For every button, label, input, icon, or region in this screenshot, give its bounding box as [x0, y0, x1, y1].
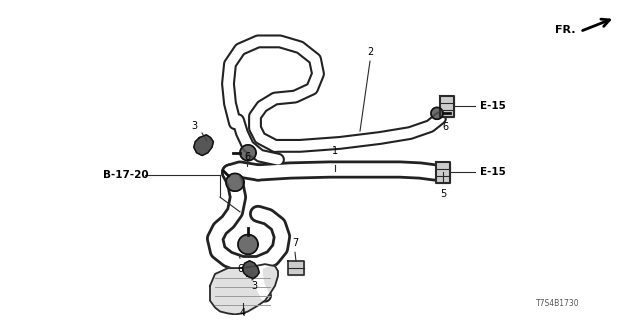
Text: 2: 2: [367, 47, 373, 57]
Text: 5: 5: [440, 189, 446, 199]
Text: E-15: E-15: [480, 167, 506, 178]
Polygon shape: [431, 108, 443, 119]
Text: 1: 1: [332, 146, 338, 156]
Polygon shape: [238, 235, 258, 254]
Text: 6: 6: [244, 152, 250, 162]
Text: 6: 6: [442, 122, 448, 132]
Text: 7: 7: [292, 238, 298, 248]
Text: 6: 6: [237, 264, 243, 274]
Text: E-15: E-15: [480, 101, 506, 111]
Polygon shape: [210, 264, 278, 315]
Text: 4: 4: [240, 308, 246, 318]
Text: T7S4B1730: T7S4B1730: [536, 299, 580, 308]
Polygon shape: [194, 135, 213, 156]
Text: B-17-20: B-17-20: [103, 171, 148, 180]
Polygon shape: [243, 261, 259, 278]
Polygon shape: [240, 145, 256, 161]
Text: 3: 3: [191, 121, 197, 131]
Polygon shape: [226, 173, 244, 191]
Polygon shape: [288, 261, 304, 275]
Text: FR.: FR.: [554, 25, 575, 35]
Polygon shape: [440, 96, 454, 117]
Text: 3: 3: [251, 281, 257, 291]
Polygon shape: [436, 162, 450, 183]
